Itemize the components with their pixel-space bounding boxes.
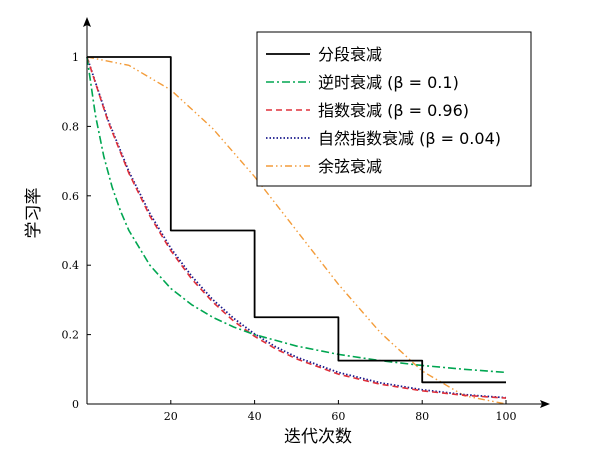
y-axis-title: 学习率: [24, 188, 44, 239]
x-tick-label: 100: [496, 410, 517, 423]
y-tick-label: 0.2: [62, 329, 80, 342]
y-tick-label: 0.4: [62, 259, 80, 272]
y-ticks: 0 0.2 0.4 0.6 0.8 1: [62, 51, 91, 411]
series-line-3: [86, 56, 507, 399]
y-tick-label: 0.6: [62, 190, 80, 203]
y-tick-label: 1: [72, 51, 79, 64]
legend-label-3: 自然指数衰减 (β = 0.04): [318, 129, 501, 148]
legend-label-4: 余弦衰减: [318, 157, 382, 176]
y-tick-label: 0.8: [62, 120, 80, 133]
series-line-4: [86, 56, 507, 405]
plot-lines: [86, 56, 507, 405]
x-axis-title: 迭代次数: [284, 427, 352, 447]
y-axis-arrow: [83, 17, 91, 27]
x-ticks: 20 40 60 80 100: [164, 400, 517, 423]
series-line-0: [87, 56, 506, 384]
x-axis-arrow: [540, 400, 550, 408]
axes: [83, 17, 550, 408]
x-tick-label: 40: [248, 410, 262, 423]
x-tick-label: 80: [415, 410, 429, 423]
y-tick-label: 0: [72, 398, 79, 411]
legend-label-1: 逆时衰减 (β = 0.1): [318, 73, 459, 92]
x-tick-label: 60: [331, 410, 345, 423]
legend-label-2: 指数衰减 (β = 0.96): [318, 101, 469, 120]
legend-label-0: 分段衰减: [318, 45, 382, 64]
x-tick-label: 20: [164, 410, 178, 423]
legend-box: [256, 31, 532, 187]
